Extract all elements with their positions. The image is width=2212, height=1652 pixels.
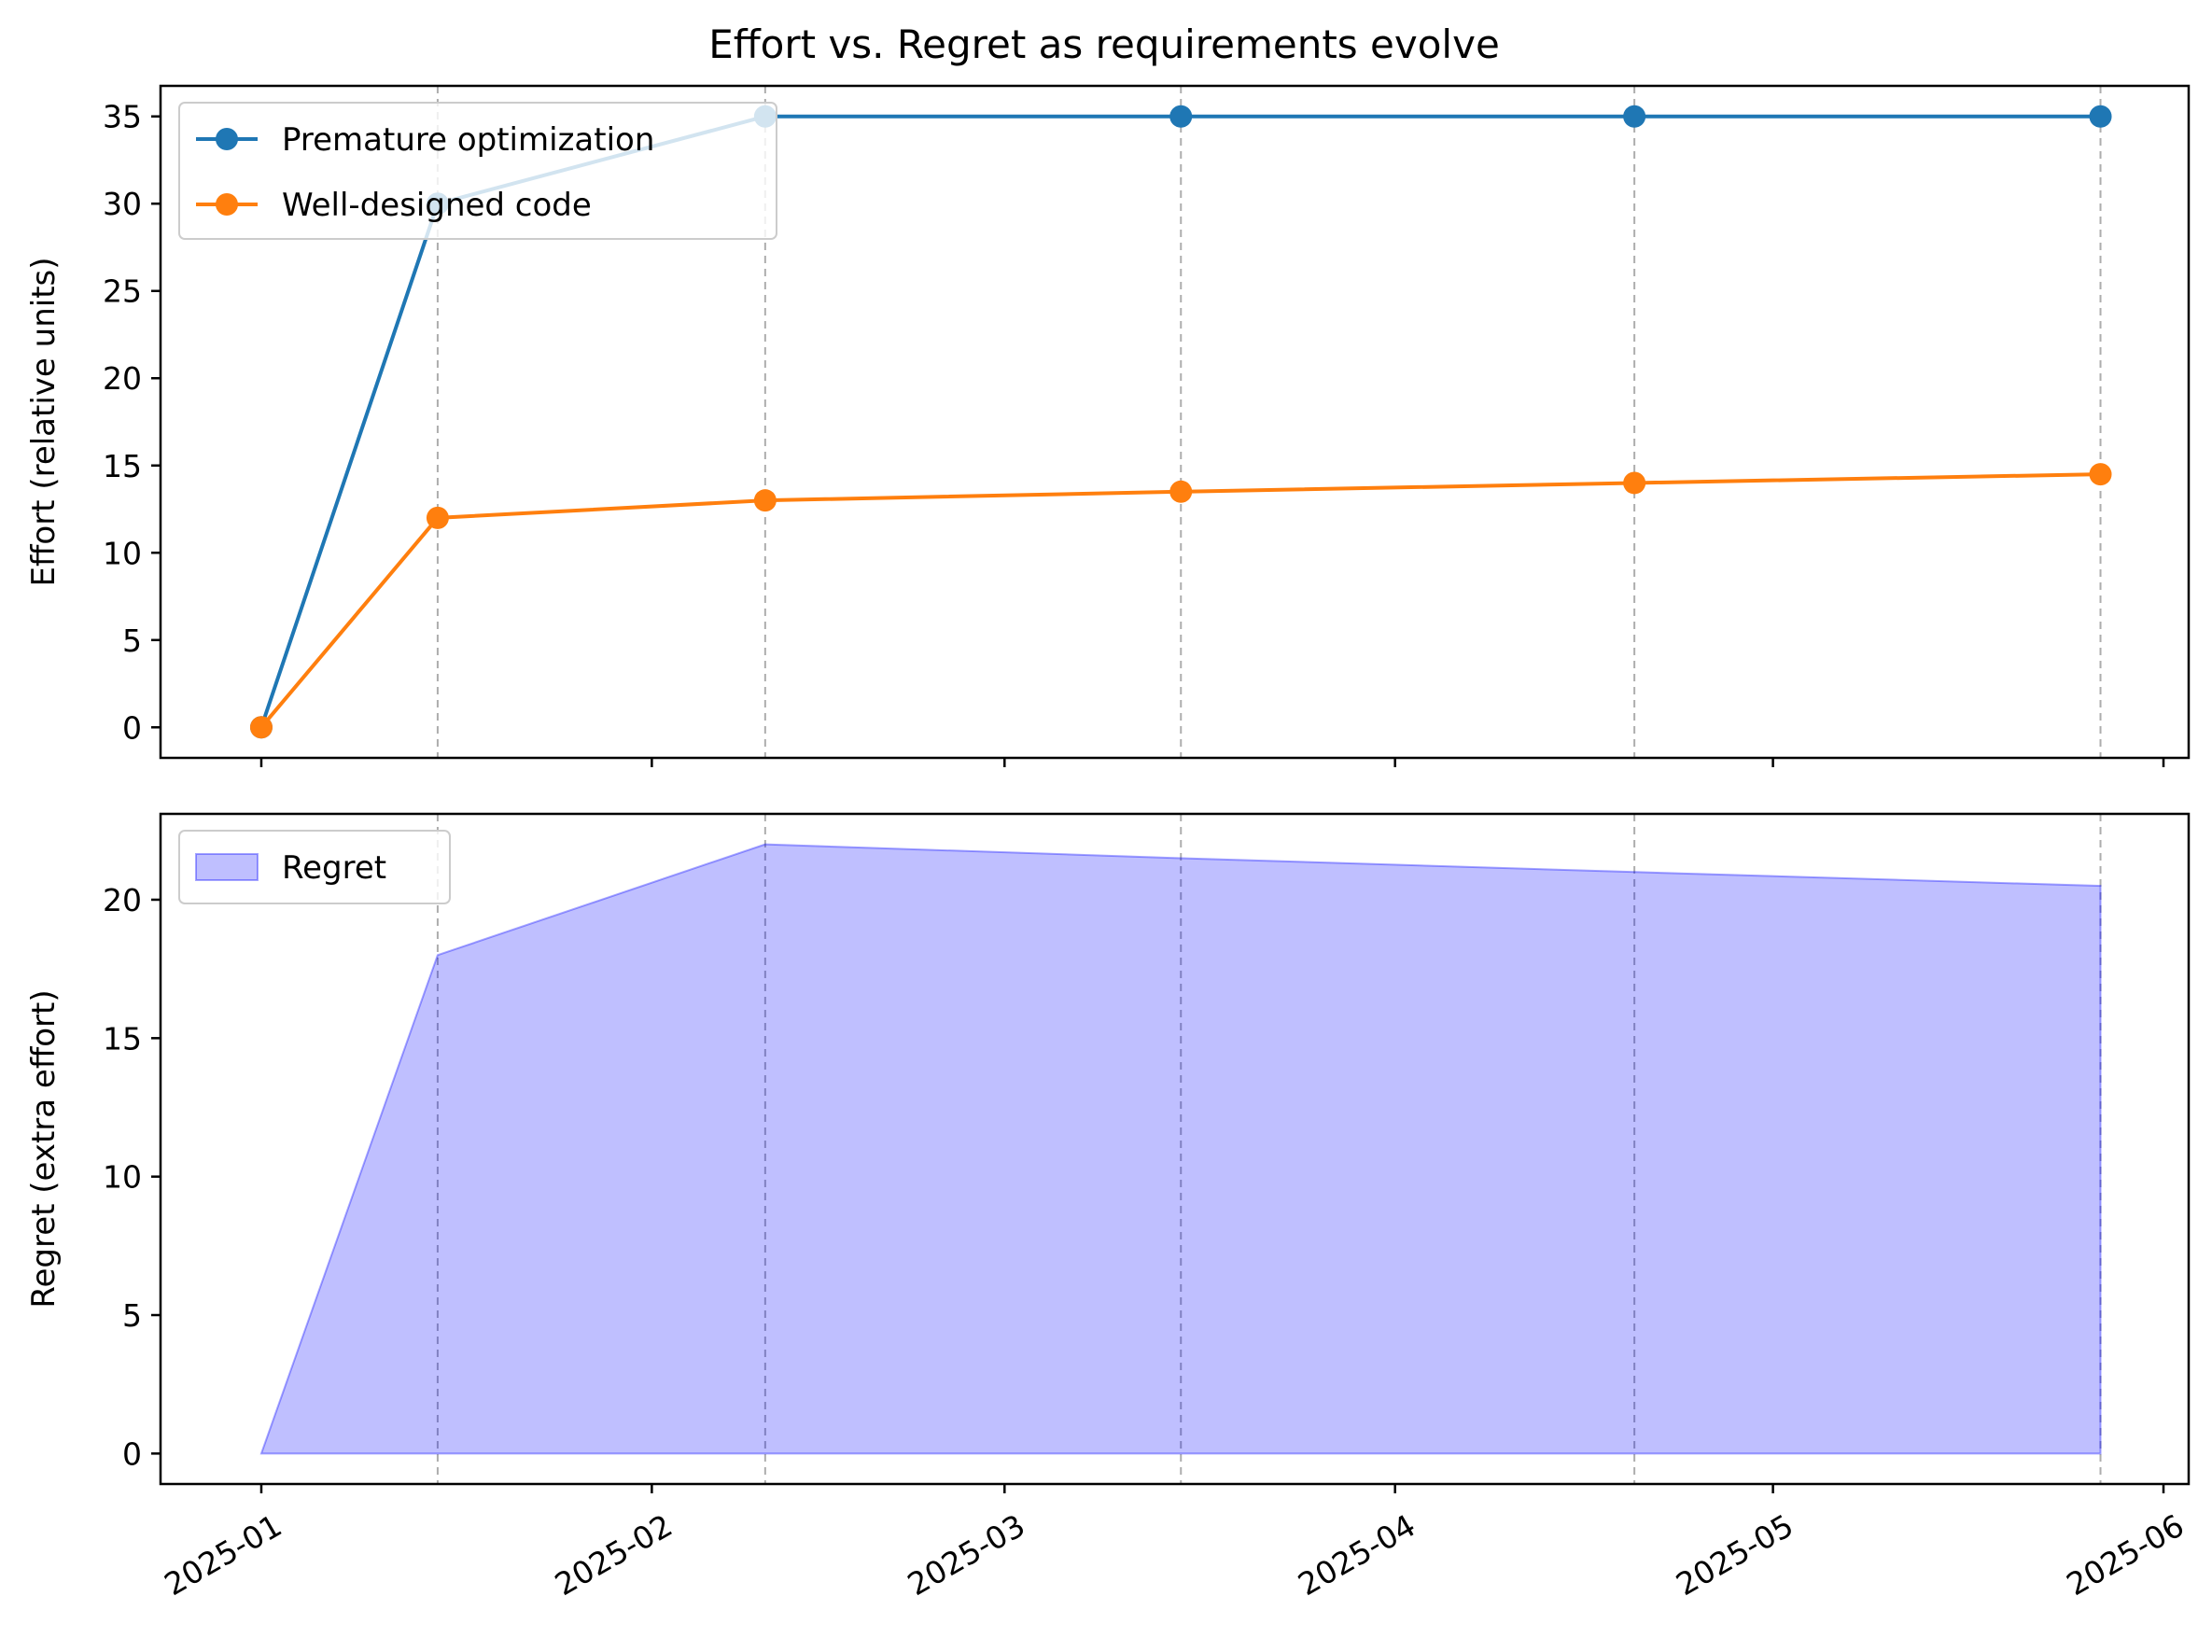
y-tick-label: 15 — [103, 448, 142, 484]
data-point — [753, 489, 777, 512]
area-fill — [259, 843, 2102, 1455]
y-tick-label: 0 — [122, 709, 142, 746]
data-point — [1169, 480, 1193, 503]
y-tick-label: 5 — [122, 623, 142, 659]
y-tick-label: 5 — [122, 1297, 142, 1334]
y-axis-label: Effort (relative units) — [25, 258, 63, 587]
data-point — [1623, 471, 1646, 495]
y-tick-label: 10 — [103, 535, 142, 571]
data-point — [1623, 105, 1646, 128]
y-tick-label: 20 — [103, 882, 142, 918]
data-point — [249, 716, 273, 739]
data-point — [2089, 463, 2112, 486]
legend-label: Regret — [282, 849, 386, 887]
data-point — [1169, 105, 1193, 128]
y-tick-label: 15 — [103, 1020, 142, 1057]
y-tick-label: 30 — [103, 186, 142, 222]
y-tick-label: 0 — [122, 1435, 142, 1472]
axes-frame — [159, 812, 2191, 1486]
y-tick-label: 20 — [103, 360, 142, 397]
y-tick-label: 35 — [103, 99, 142, 135]
data-point — [426, 506, 449, 529]
y-tick-label: 10 — [103, 1159, 142, 1196]
data-point — [2089, 105, 2112, 128]
legend-label: Premature optimization — [282, 121, 654, 159]
legend-label: Well-designed code — [282, 187, 592, 224]
legend-box — [178, 830, 451, 904]
series-line — [259, 472, 2101, 729]
legend-area-swatch — [195, 853, 259, 881]
series-line — [259, 114, 2101, 728]
effort-panel: 0 5 10 15 20 25 30 35 Effort (relative units) Pre… — [25, 84, 2191, 767]
y-tick-label: 25 — [103, 273, 142, 310]
axes-frame — [159, 84, 2191, 760]
legend-box — [178, 102, 777, 240]
legend-marker — [216, 128, 238, 150]
y-axis-label: Regret (extra effort) — [25, 989, 63, 1308]
chart-title: Effort vs. Regret as requirements evolve — [708, 21, 1500, 67]
legend-marker — [216, 193, 238, 216]
